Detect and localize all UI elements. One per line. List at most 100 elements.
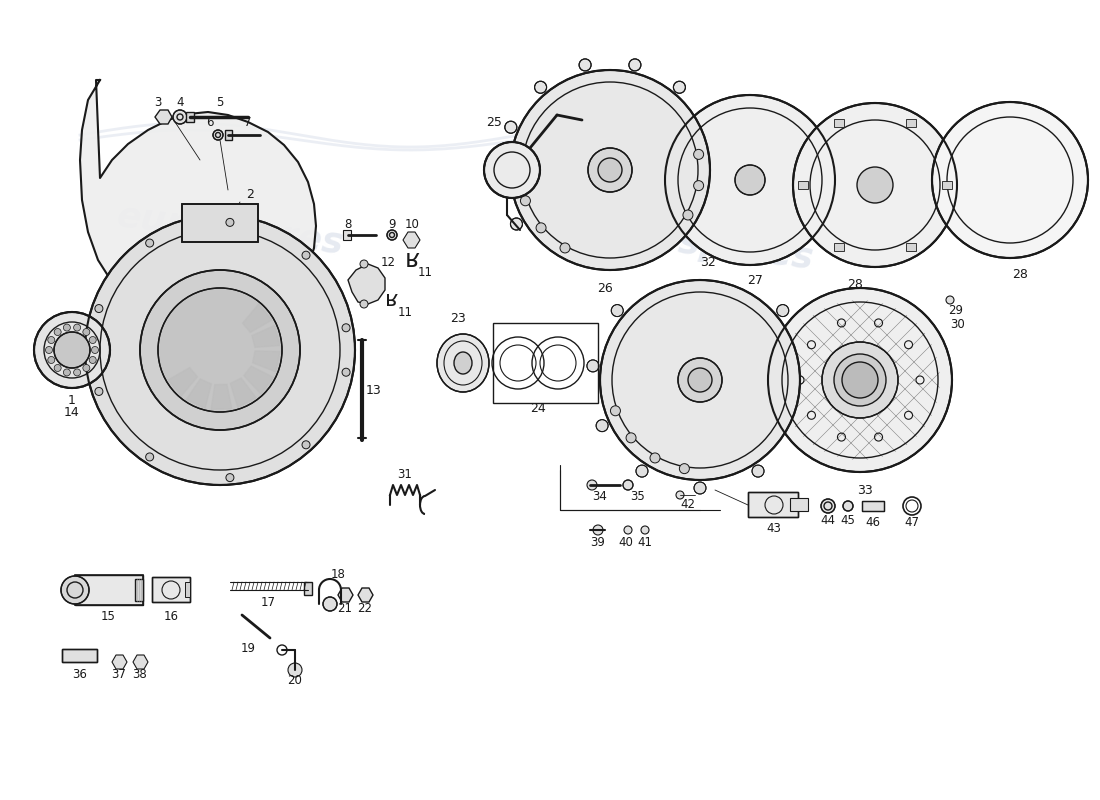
Circle shape bbox=[712, 170, 724, 182]
Text: 8: 8 bbox=[344, 218, 352, 231]
Text: 19: 19 bbox=[241, 642, 255, 654]
Text: 23: 23 bbox=[450, 311, 466, 325]
Circle shape bbox=[34, 312, 110, 388]
Circle shape bbox=[226, 218, 234, 226]
Circle shape bbox=[45, 346, 53, 354]
Circle shape bbox=[683, 210, 693, 220]
Text: 42: 42 bbox=[681, 498, 695, 511]
Circle shape bbox=[288, 663, 302, 677]
Circle shape bbox=[145, 453, 154, 461]
Circle shape bbox=[60, 576, 89, 604]
Text: 6: 6 bbox=[207, 117, 213, 130]
Polygon shape bbox=[155, 110, 172, 124]
Text: 44: 44 bbox=[821, 514, 836, 526]
Circle shape bbox=[587, 360, 598, 372]
Text: 7: 7 bbox=[244, 117, 252, 130]
Circle shape bbox=[610, 406, 620, 416]
Circle shape bbox=[54, 332, 90, 368]
Circle shape bbox=[629, 59, 641, 71]
Text: 13: 13 bbox=[366, 383, 382, 397]
Bar bbox=[790, 498, 808, 511]
Text: 4: 4 bbox=[176, 97, 184, 110]
Circle shape bbox=[54, 329, 62, 335]
Text: 35: 35 bbox=[630, 490, 646, 502]
Bar bbox=[182, 204, 258, 242]
Text: 1: 1 bbox=[68, 394, 76, 406]
Circle shape bbox=[593, 525, 603, 535]
Bar bbox=[798, 181, 808, 189]
Polygon shape bbox=[252, 326, 279, 347]
Circle shape bbox=[587, 480, 597, 490]
Bar bbox=[185, 582, 190, 597]
Circle shape bbox=[510, 218, 522, 230]
Polygon shape bbox=[186, 379, 211, 408]
Circle shape bbox=[560, 243, 570, 253]
Circle shape bbox=[302, 441, 310, 449]
Circle shape bbox=[801, 360, 813, 372]
Circle shape bbox=[626, 433, 636, 443]
Circle shape bbox=[342, 368, 350, 376]
Text: 31: 31 bbox=[397, 469, 412, 482]
Circle shape bbox=[520, 196, 530, 206]
Circle shape bbox=[843, 501, 852, 511]
Bar bbox=[75, 575, 143, 605]
Text: ʁ: ʁ bbox=[385, 290, 398, 310]
Bar bbox=[906, 118, 916, 126]
Circle shape bbox=[857, 167, 893, 203]
Circle shape bbox=[768, 288, 952, 472]
Polygon shape bbox=[348, 264, 385, 304]
Bar bbox=[834, 118, 844, 126]
Text: 41: 41 bbox=[638, 535, 652, 549]
Circle shape bbox=[676, 491, 684, 499]
Circle shape bbox=[505, 122, 517, 134]
Text: 38: 38 bbox=[133, 669, 147, 682]
Circle shape bbox=[213, 130, 223, 140]
Polygon shape bbox=[112, 655, 126, 669]
Circle shape bbox=[666, 95, 835, 265]
Bar bbox=[748, 492, 797, 517]
Text: 40: 40 bbox=[618, 535, 634, 549]
Circle shape bbox=[64, 369, 70, 376]
Circle shape bbox=[496, 170, 508, 182]
Circle shape bbox=[95, 305, 103, 313]
Bar bbox=[152, 577, 190, 602]
Circle shape bbox=[932, 102, 1088, 258]
Text: 24: 24 bbox=[530, 402, 546, 414]
Ellipse shape bbox=[454, 352, 472, 374]
Polygon shape bbox=[242, 304, 272, 333]
Polygon shape bbox=[133, 655, 148, 669]
Circle shape bbox=[612, 305, 624, 317]
Bar bbox=[226, 130, 232, 140]
Circle shape bbox=[697, 218, 710, 230]
Polygon shape bbox=[403, 232, 420, 248]
Bar bbox=[862, 501, 884, 511]
Text: 10: 10 bbox=[405, 218, 419, 231]
Bar bbox=[834, 243, 844, 251]
Bar bbox=[62, 649, 97, 662]
Bar bbox=[135, 579, 143, 601]
Text: 21: 21 bbox=[338, 602, 352, 614]
Text: 46: 46 bbox=[866, 515, 880, 529]
Text: 28: 28 bbox=[847, 278, 862, 291]
Text: 47: 47 bbox=[904, 515, 920, 529]
Circle shape bbox=[302, 251, 310, 259]
Circle shape bbox=[64, 324, 70, 331]
Circle shape bbox=[74, 324, 80, 331]
Circle shape bbox=[510, 70, 710, 270]
Circle shape bbox=[777, 305, 789, 317]
Circle shape bbox=[579, 59, 591, 71]
Bar bbox=[304, 582, 312, 595]
Text: 27: 27 bbox=[747, 274, 763, 286]
Text: 12: 12 bbox=[381, 255, 396, 269]
Circle shape bbox=[650, 453, 660, 463]
Text: eurospares: eurospares bbox=[114, 199, 345, 261]
Circle shape bbox=[946, 296, 954, 304]
Bar bbox=[906, 243, 916, 251]
Bar bbox=[942, 181, 952, 189]
Text: 39: 39 bbox=[591, 535, 605, 549]
Polygon shape bbox=[253, 351, 280, 372]
Circle shape bbox=[680, 464, 690, 474]
Circle shape bbox=[596, 420, 608, 432]
Circle shape bbox=[140, 270, 300, 430]
Text: 3: 3 bbox=[154, 97, 162, 110]
